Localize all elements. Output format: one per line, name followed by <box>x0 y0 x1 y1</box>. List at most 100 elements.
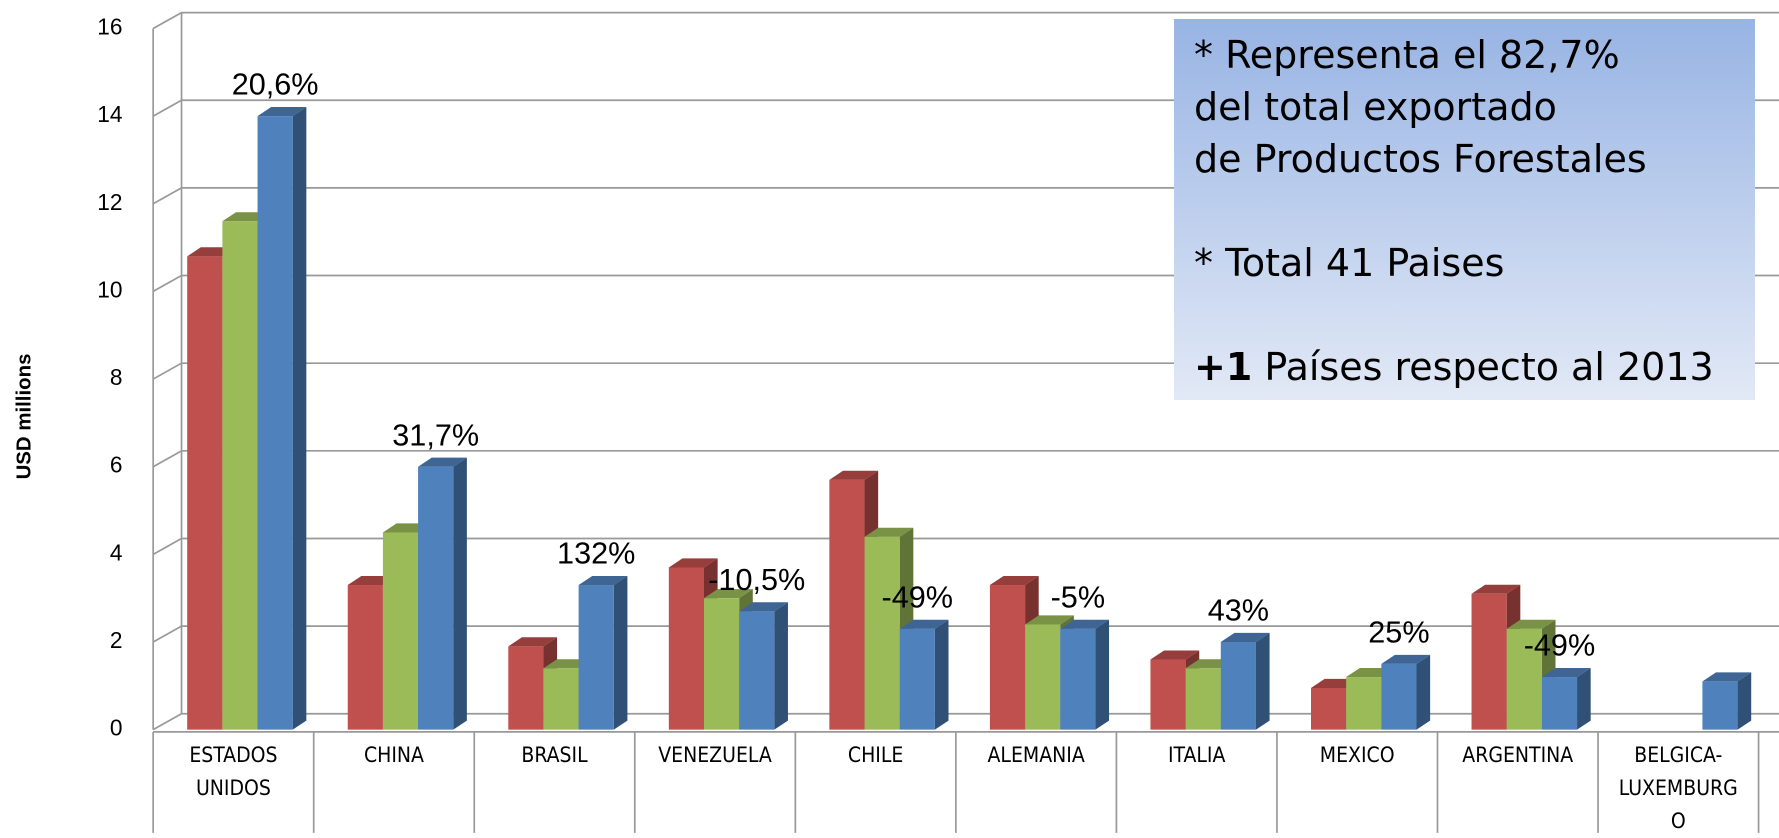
bar <box>864 536 900 730</box>
note-text: Países respecto al 2013 <box>1252 345 1714 389</box>
bar-top <box>864 527 914 537</box>
x-tick-label: BELGICA-LUXEMBURGO <box>1618 742 1738 833</box>
bar <box>222 221 258 730</box>
bar-top <box>899 619 949 629</box>
growth-label: -49% <box>882 580 954 614</box>
bar-top <box>703 589 753 599</box>
bar <box>829 479 865 730</box>
bar <box>257 116 293 730</box>
grid-line <box>152 11 1779 30</box>
bar <box>578 585 614 730</box>
note-line: * Representa el 82,7% <box>1194 33 1620 77</box>
note-line <box>1194 185 1735 237</box>
x-tick-label: VENEZUELA <box>658 742 772 767</box>
note-line: de Productos Forestales <box>1194 137 1647 181</box>
bar-top <box>257 107 307 117</box>
bar <box>1060 628 1096 730</box>
bar-top <box>1381 654 1431 664</box>
y-tick-label: 2 <box>110 627 123 653</box>
bar <box>1220 641 1256 730</box>
y-axis-label: USD millions <box>13 354 35 480</box>
x-tick-label: ITALIA <box>1167 742 1226 767</box>
bar-top <box>739 602 788 612</box>
note-line: +1 Países respecto al 2013 <box>1194 341 1735 393</box>
y-tick-label: 6 <box>110 452 123 478</box>
bar-side <box>1737 672 1752 730</box>
bar-top <box>1541 667 1591 678</box>
bar-top <box>508 637 558 647</box>
growth-label: 20,6% <box>232 68 319 102</box>
bar <box>187 256 223 730</box>
growth-label: -49% <box>1524 629 1596 663</box>
y-tick-label: 0 <box>110 715 123 741</box>
bar <box>1025 624 1061 730</box>
bar <box>1541 677 1578 730</box>
note-box: * Representa el 82,7% del total exportado… <box>1174 19 1755 400</box>
bar-side <box>453 457 467 730</box>
bar <box>1381 663 1417 730</box>
growth-label: -10,5% <box>708 563 805 597</box>
note-line: * Total 41 Paises <box>1194 241 1505 285</box>
bar <box>1310 688 1347 730</box>
bar <box>543 668 579 730</box>
bar <box>1471 593 1507 730</box>
grid-line <box>152 537 1779 556</box>
bar <box>668 567 704 730</box>
x-tick-label: ESTADOS UNIDOS <box>189 742 278 800</box>
x-tick-label: CHILE <box>847 742 904 767</box>
growth-label: 43% <box>1208 594 1269 628</box>
bar-top <box>1025 615 1074 625</box>
bar-side <box>1416 654 1431 730</box>
x-tick-label: BRASIL <box>521 742 588 767</box>
y-tick-label: 12 <box>97 189 122 215</box>
note-line <box>1194 289 1735 341</box>
y-tick-label: 10 <box>97 276 122 302</box>
x-tick-label: ALEMANIA <box>987 742 1085 767</box>
bar <box>1150 659 1186 730</box>
bar <box>703 598 740 730</box>
bar-top <box>1060 619 1110 629</box>
bar <box>1185 668 1221 730</box>
bar <box>418 466 454 730</box>
note-bold: +1 <box>1194 345 1253 389</box>
y-tick-label: 14 <box>97 101 122 127</box>
bar-side <box>1577 667 1591 730</box>
x-tick-label: MEXICO <box>1319 742 1395 767</box>
bar-top <box>1220 632 1270 642</box>
bar-side <box>613 575 628 730</box>
bar-side <box>1095 619 1110 730</box>
bar <box>347 585 383 730</box>
growth-label: 31,7% <box>392 418 479 452</box>
y-tick-label: 4 <box>110 539 123 565</box>
bar-top <box>829 470 879 480</box>
bar <box>989 585 1026 730</box>
y-tick-label: 16 <box>97 13 122 39</box>
bar-top <box>989 575 1039 586</box>
growth-label: 132% <box>557 537 635 571</box>
bar-top <box>1702 672 1752 682</box>
x-tick-label: CHINA <box>363 742 424 767</box>
note-line: del total exportado <box>1194 85 1557 129</box>
bar-side <box>774 602 788 730</box>
bar <box>899 628 935 730</box>
growth-label: 25% <box>1368 616 1429 650</box>
growth-label: -5% <box>1051 580 1105 614</box>
bar-top <box>1471 584 1521 594</box>
bar-top <box>418 457 467 467</box>
bar <box>1702 681 1738 730</box>
bar-top <box>668 558 718 568</box>
grid-line <box>152 449 1779 468</box>
bar-top <box>1150 650 1200 660</box>
bar-side <box>934 619 949 730</box>
grid-line <box>152 625 1779 643</box>
bar-top <box>1506 619 1556 629</box>
bar <box>382 532 419 730</box>
bar-side <box>292 107 307 730</box>
x-tick-label: ARGENTINA <box>1462 742 1574 767</box>
bar-top <box>578 575 628 586</box>
bar <box>1346 677 1382 730</box>
bar <box>508 646 544 730</box>
bar <box>739 611 775 730</box>
